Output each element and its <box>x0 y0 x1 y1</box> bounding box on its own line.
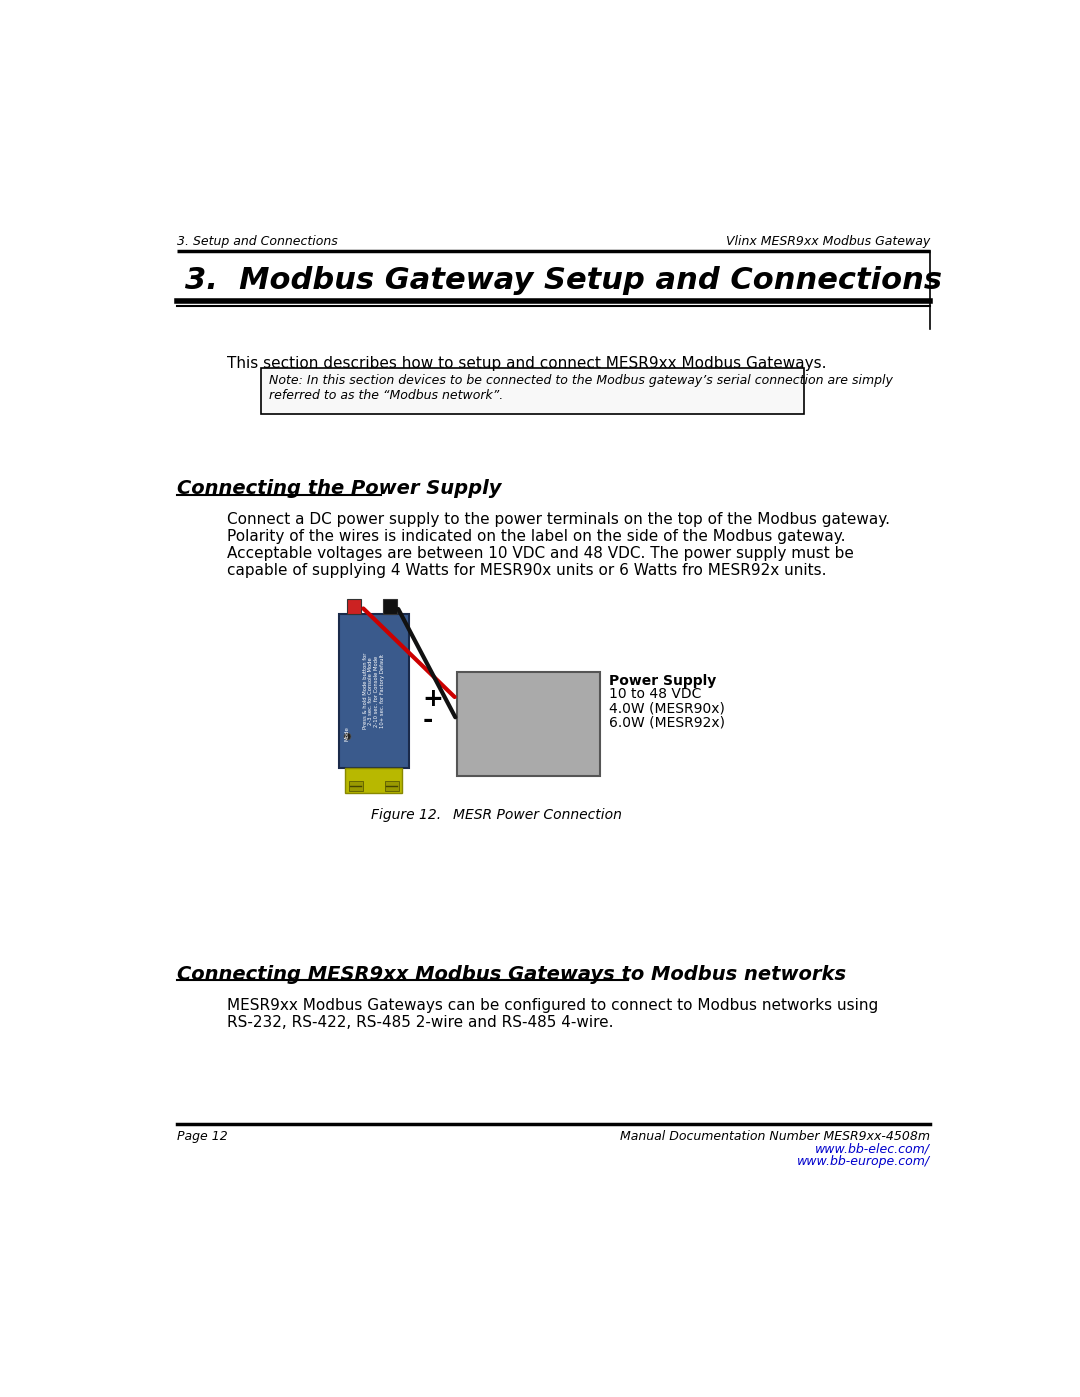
Text: Polarity of the wires is indicated on the label on the side of the Modbus gatewa: Polarity of the wires is indicated on th… <box>227 529 846 543</box>
Text: capable of supplying 4 Watts for MESR90x units or 6 Watts fro MESR92x units.: capable of supplying 4 Watts for MESR90x… <box>227 563 826 577</box>
Text: Page 12: Page 12 <box>177 1130 228 1143</box>
Text: 4.0W (MESR90x): 4.0W (MESR90x) <box>609 701 725 715</box>
Text: Acceptable voltages are between 10 VDC and 48 VDC. The power supply must be: Acceptable voltages are between 10 VDC a… <box>227 546 854 560</box>
Bar <box>348 599 362 615</box>
Bar <box>457 672 600 775</box>
Text: MESR9xx Modbus Gateways can be configured to connect to Modbus networks using: MESR9xx Modbus Gateways can be configure… <box>227 999 878 1013</box>
Text: RS-232, RS-422, RS-485 2-wire and RS-485 4-wire.: RS-232, RS-422, RS-485 2-wire and RS-485… <box>227 1016 613 1031</box>
Text: 10 to 48 VDC: 10 to 48 VDC <box>609 687 702 701</box>
Text: Figure 12.: Figure 12. <box>372 809 442 823</box>
Bar <box>383 599 397 615</box>
Text: Power Supply: Power Supply <box>609 673 716 687</box>
Text: Mode: Mode <box>345 726 350 740</box>
Text: 3. Setup and Connections: 3. Setup and Connections <box>177 235 338 247</box>
Text: 6.0W (MESR92x): 6.0W (MESR92x) <box>609 715 726 729</box>
Text: Connect a DC power supply to the power terminals on the top of the Modbus gatewa: Connect a DC power supply to the power t… <box>227 511 890 527</box>
Bar <box>384 781 399 791</box>
FancyBboxPatch shape <box>261 367 804 414</box>
Text: -: - <box>422 708 433 732</box>
Text: www.bb-europe.com/: www.bb-europe.com/ <box>797 1155 930 1168</box>
Text: www.bb-elec.com/: www.bb-elec.com/ <box>815 1143 930 1155</box>
Bar <box>339 615 408 768</box>
Text: Manual Documentation Number MESR9xx-4508m: Manual Documentation Number MESR9xx-4508… <box>620 1130 930 1143</box>
Text: Press & hold Mode button for
2-3 sec. for Console Mode
2-10 sec. for Console Mod: Press & hold Mode button for 2-3 sec. fo… <box>363 652 384 729</box>
Text: Connecting MESR9xx Modbus Gateways to Modbus networks: Connecting MESR9xx Modbus Gateways to Mo… <box>177 964 846 983</box>
Text: Note: In this section devices to be connected to the Modbus gateway’s serial con: Note: In this section devices to be conn… <box>269 374 893 402</box>
Text: Connecting the Power Supply: Connecting the Power Supply <box>177 479 501 499</box>
Text: Vlinx MESR9xx Modbus Gateway: Vlinx MESR9xx Modbus Gateway <box>726 235 930 247</box>
Text: 3.  Modbus Gateway Setup and Connections: 3. Modbus Gateway Setup and Connections <box>185 265 942 295</box>
Bar <box>345 768 403 793</box>
Text: +: + <box>422 687 444 711</box>
Text: MESR Power Connection: MESR Power Connection <box>453 809 622 823</box>
Text: This section describes how to setup and connect MESR9xx Modbus Gateways.: This section describes how to setup and … <box>227 356 826 372</box>
Bar <box>349 781 363 791</box>
